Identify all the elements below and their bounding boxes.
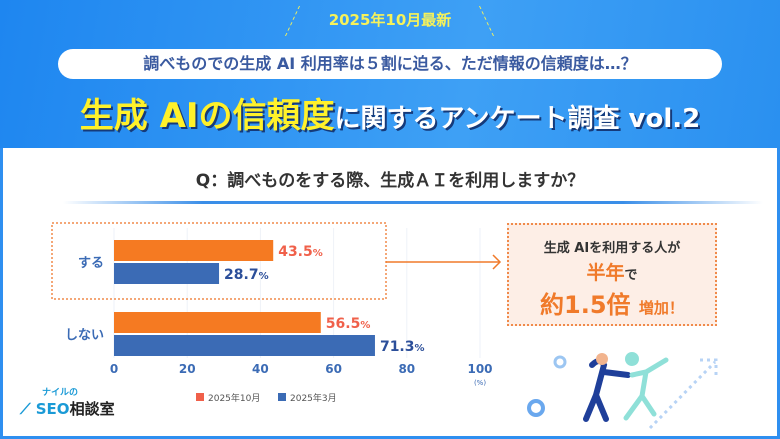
date-badge: 2025年10月最新 (328, 11, 452, 29)
data-label: 28.7% (224, 267, 269, 283)
data-label: 56.5% (326, 316, 371, 332)
x-tick-label: 80 (398, 362, 415, 376)
x-tick-label: 60 (325, 362, 342, 376)
title-rest: に関するアンケート調査 vol.2 (334, 104, 701, 134)
chart-trend-icon: ⟋ (20, 400, 31, 418)
legend-swatch (278, 393, 286, 401)
x-tick-label: 0 (110, 362, 118, 376)
callout-ratio: 約1.5倍 (540, 291, 631, 319)
logo-seo: SEO (35, 400, 70, 418)
x-tick-label: 40 (252, 362, 269, 376)
callout-line1: 生成 AIを利用する人が (543, 241, 681, 256)
data-label: 43.5% (278, 244, 323, 260)
subtitle-pill: 調べものでの生成 AI 利用率は５割に迫る、ただ情報の信頼度は…？ (58, 49, 722, 79)
question-text: Q：調べものをする際、生成ＡＩを利用しますか？ (195, 171, 585, 191)
x-tick-label: 20 (179, 362, 196, 376)
legend-swatch (196, 393, 204, 401)
callout-line2: 半年で (509, 258, 715, 285)
page-title: 生成 AIの信頼度に関するアンケート調査 vol.2 (0, 88, 780, 137)
callout-increase: 増加！ (638, 299, 684, 317)
callout-box: 生成 AIを利用する人が 半年で 約1.5倍 増加！ (507, 223, 717, 326)
category-label: しない (65, 328, 104, 343)
trend-arrow-icon (648, 358, 718, 430)
callout-half-year: 半年 (586, 262, 625, 284)
callout-line3: 約1.5倍 増加！ (509, 285, 715, 320)
legend-label: 2025年10月 (208, 392, 260, 404)
robot-head (625, 352, 639, 366)
gear-icon (527, 399, 545, 417)
data-label: 71.3% (380, 339, 425, 355)
bar (114, 240, 274, 261)
person-head (596, 353, 608, 365)
bar (114, 335, 375, 356)
callout-de: で (624, 268, 638, 283)
bar (114, 312, 321, 333)
person-icon (583, 358, 631, 422)
gear-icon (553, 355, 567, 369)
x-tick-label: 100 (467, 362, 492, 376)
highlight-box (51, 222, 387, 300)
robot-icon (623, 357, 669, 421)
x-unit: (%) (474, 379, 486, 387)
bar (114, 263, 220, 284)
divider (63, 201, 763, 204)
arrow-right-icon (492, 254, 502, 270)
logo: ナイルの ⟋ SEO相談室 (20, 385, 115, 419)
logo-rest: 相談室 (69, 400, 115, 418)
logo-small: ナイルの (42, 388, 79, 398)
category-label: する (78, 256, 104, 271)
title-highlight: 生成 AIの信頼度 (79, 96, 335, 136)
header-banner: 2025年10月最新 調べものでの生成 AI 利用率は５割に迫る、ただ情報の信頼… (0, 0, 780, 148)
legend-label: 2025年3月 (290, 392, 337, 404)
